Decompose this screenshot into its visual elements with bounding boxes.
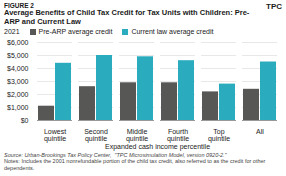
html-text:2021: 2021: [4, 27, 20, 35]
svg-text:$2,000: $2,000: [7, 91, 29, 98]
svg-text:Expanded cash income percentil: Expanded cash income percentile: [105, 142, 210, 150]
svg-text:Topquintile: Topquintile: [208, 128, 230, 143]
html-text:Pre-ARP average credit: Pre-ARP average credit: [38, 27, 113, 35]
svg-text:$5,000: $5,000: [7, 52, 29, 59]
html-text:Source: Urban-Brookings Tax Po: Source: Urban-Brookings Tax Policy Cente…: [4, 151, 227, 158]
svg-text:Secondquintile: Secondquintile: [84, 128, 108, 143]
svg-text:All: All: [256, 128, 264, 135]
html-text:Notes: Includes the 2001 nonre: Notes: Includes the 2001 nonrefundable p…: [4, 158, 267, 171]
html-text:TPC: TPC: [266, 2, 282, 11]
svg-text:Lowestquintile: Lowestquintile: [44, 128, 66, 143]
svg-text:$1,000: $1,000: [7, 104, 29, 111]
svg-text:$3,000: $3,000: [7, 78, 29, 85]
svg-text:$0: $0: [21, 117, 29, 124]
svg-text:$4,000: $4,000: [7, 65, 29, 72]
svg-text:Fourthquintile: Fourthquintile: [167, 128, 189, 143]
html-text:FIGURE 2: FIGURE 2: [4, 2, 34, 9]
svg-text:Middlequintile: Middlequintile: [126, 128, 148, 143]
svg-text:$6,000: $6,000: [7, 39, 29, 46]
html-text:Current law average credit: Current law average credit: [131, 27, 214, 35]
html-text:Average Benefits of Child Tax: Average Benefits of Child Tax Credit for…: [4, 8, 250, 27]
